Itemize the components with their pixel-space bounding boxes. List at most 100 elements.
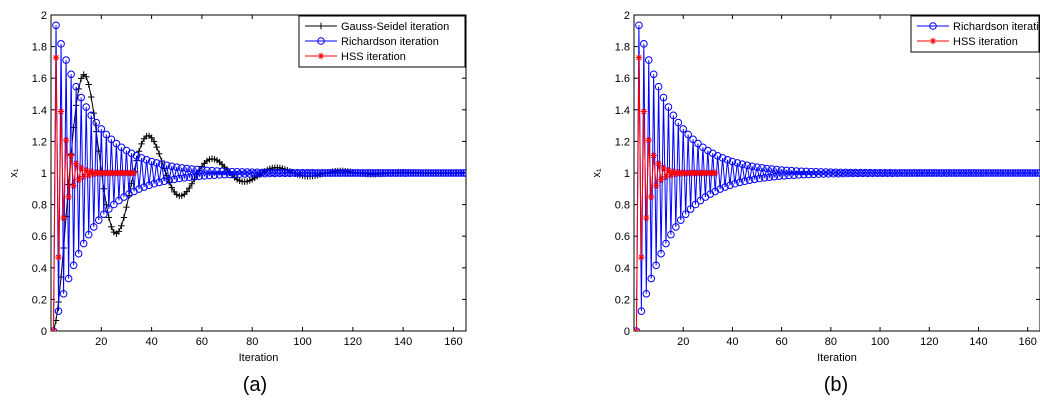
panel-caption: (a) xyxy=(243,374,267,396)
point xyxy=(57,40,65,48)
point xyxy=(419,169,428,177)
x-tick-label: 60 xyxy=(776,336,788,348)
point xyxy=(642,289,651,298)
point xyxy=(69,261,78,270)
point xyxy=(83,167,90,174)
point xyxy=(145,181,153,190)
point xyxy=(233,168,241,176)
point xyxy=(434,169,443,177)
point xyxy=(664,103,673,111)
point xyxy=(336,169,345,177)
point xyxy=(77,164,85,172)
point xyxy=(170,175,179,184)
point xyxy=(726,181,734,190)
point xyxy=(85,81,92,88)
point xyxy=(753,163,761,171)
point xyxy=(208,166,216,175)
point xyxy=(822,168,830,176)
legend-label: Richardson iteration xyxy=(953,21,1040,33)
point xyxy=(205,171,214,180)
point xyxy=(712,169,719,177)
point xyxy=(1033,169,1040,177)
point xyxy=(331,169,340,177)
point xyxy=(662,239,670,248)
point xyxy=(952,169,961,177)
y-tick-label: 1.4 xyxy=(615,105,630,117)
point xyxy=(371,169,380,177)
point xyxy=(193,165,201,174)
point xyxy=(349,169,357,177)
point xyxy=(925,169,934,177)
y-tick-label: 2 xyxy=(624,10,630,22)
legend-item: Richardson iteration xyxy=(917,21,1040,33)
point xyxy=(323,169,332,177)
point xyxy=(185,173,194,181)
point xyxy=(326,169,334,177)
point xyxy=(376,169,385,177)
point xyxy=(696,196,705,205)
y-tick-label: 1.8 xyxy=(32,42,47,54)
point xyxy=(401,169,410,177)
point xyxy=(74,249,83,258)
point xyxy=(999,169,1007,177)
point xyxy=(447,169,455,177)
point xyxy=(177,164,186,172)
point xyxy=(70,182,77,189)
point xyxy=(115,196,123,205)
point xyxy=(311,169,319,177)
point xyxy=(674,118,683,127)
point xyxy=(743,161,751,170)
x-tick-label: 160 xyxy=(1019,336,1037,348)
point xyxy=(775,172,783,181)
point xyxy=(637,307,646,315)
point xyxy=(404,169,412,177)
point xyxy=(913,169,921,177)
point xyxy=(147,157,156,166)
point xyxy=(462,169,466,177)
point xyxy=(64,274,73,283)
point xyxy=(927,169,936,177)
point xyxy=(635,21,643,30)
y-tick-label: 0.4 xyxy=(32,263,47,275)
x-tick-label: 20 xyxy=(95,336,107,348)
point xyxy=(945,169,953,177)
point xyxy=(1028,169,1037,177)
legend-item: Gauss-Seidel iteration xyxy=(305,21,449,33)
point xyxy=(930,169,938,177)
point xyxy=(979,169,988,177)
series-richardson-iteration xyxy=(51,21,466,331)
point xyxy=(750,175,759,184)
point xyxy=(105,205,113,213)
point xyxy=(689,135,697,144)
point xyxy=(77,93,85,102)
x-tick-label: 120 xyxy=(344,336,362,348)
point xyxy=(457,169,465,177)
point xyxy=(809,170,818,179)
point xyxy=(240,170,249,178)
point xyxy=(684,130,692,139)
point xyxy=(634,327,640,331)
point xyxy=(135,185,143,193)
x-tick-label: 100 xyxy=(293,336,311,348)
point xyxy=(723,156,732,164)
point xyxy=(728,157,737,166)
point xyxy=(228,167,236,176)
point xyxy=(51,327,57,331)
point xyxy=(180,173,189,182)
y-tick-label: 0.2 xyxy=(32,294,47,306)
point xyxy=(416,169,425,177)
point xyxy=(89,223,98,231)
point xyxy=(665,167,672,174)
point xyxy=(974,169,983,177)
point xyxy=(659,93,668,102)
series-line xyxy=(53,25,466,331)
point xyxy=(878,169,887,177)
point xyxy=(83,73,90,80)
point xyxy=(736,178,744,187)
point xyxy=(93,169,100,176)
point xyxy=(175,174,184,183)
point xyxy=(790,171,798,179)
point xyxy=(935,169,943,177)
point xyxy=(955,169,963,177)
point xyxy=(740,177,749,186)
